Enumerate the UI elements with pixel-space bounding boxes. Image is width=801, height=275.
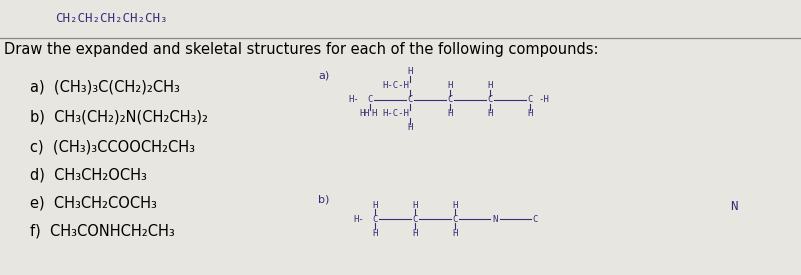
Text: H: H: [413, 229, 417, 238]
Text: H: H: [447, 109, 453, 119]
Text: H-: H-: [348, 95, 360, 104]
Text: -H: -H: [538, 95, 549, 104]
Text: C: C: [533, 214, 537, 224]
Text: C: C: [487, 95, 493, 104]
Text: C: C: [408, 95, 413, 104]
Text: H: H: [453, 229, 457, 238]
Text: b): b): [318, 195, 329, 205]
Text: f)  CH₃CONHCH₂CH₃: f) CH₃CONHCH₂CH₃: [30, 224, 175, 239]
Text: C: C: [527, 95, 533, 104]
Text: a)  (CH₃)₃C(CH₂)₂CH₃: a) (CH₃)₃C(CH₂)₂CH₃: [30, 80, 180, 95]
Text: e)  CH₃CH₂COCH₃: e) CH₃CH₂COCH₃: [30, 196, 157, 211]
Text: C: C: [453, 214, 457, 224]
Text: H: H: [487, 81, 493, 90]
Text: H: H: [408, 123, 413, 133]
Text: d)  CH₃CH₂OCH₃: d) CH₃CH₂OCH₃: [30, 168, 147, 183]
Text: H: H: [372, 200, 378, 210]
Text: b)  CH₃(CH₂)₂N(CH₂CH₃)₂: b) CH₃(CH₂)₂N(CH₂CH₃)₂: [30, 110, 208, 125]
Text: H-C-H: H-C-H: [383, 81, 409, 90]
Text: C: C: [447, 95, 453, 104]
Text: N: N: [493, 214, 497, 224]
Text: H: H: [364, 109, 368, 119]
Text: C: C: [372, 214, 378, 224]
Text: H: H: [408, 67, 413, 76]
Text: H-: H-: [353, 214, 364, 224]
Text: c)  (CH₃)₃CCOOCH₂CH₃: c) (CH₃)₃CCOOCH₂CH₃: [30, 140, 195, 155]
Text: CH₂CH₂CH₂CH₂CH₃: CH₂CH₂CH₂CH₂CH₃: [55, 12, 167, 25]
Text: H: H: [360, 109, 364, 119]
Text: C: C: [413, 214, 417, 224]
Text: C: C: [368, 95, 372, 104]
Text: N: N: [730, 200, 738, 213]
Text: H: H: [487, 109, 493, 119]
Text: H: H: [372, 109, 376, 119]
Text: H: H: [413, 200, 417, 210]
Text: Draw the expanded and skeletal structures for each of the following compounds:: Draw the expanded and skeletal structure…: [4, 42, 598, 57]
Text: H: H: [447, 81, 453, 90]
Text: a): a): [318, 70, 329, 80]
Text: H: H: [527, 109, 533, 119]
Text: H: H: [372, 229, 378, 238]
Text: H-C-H: H-C-H: [383, 109, 409, 119]
Text: H: H: [453, 200, 457, 210]
